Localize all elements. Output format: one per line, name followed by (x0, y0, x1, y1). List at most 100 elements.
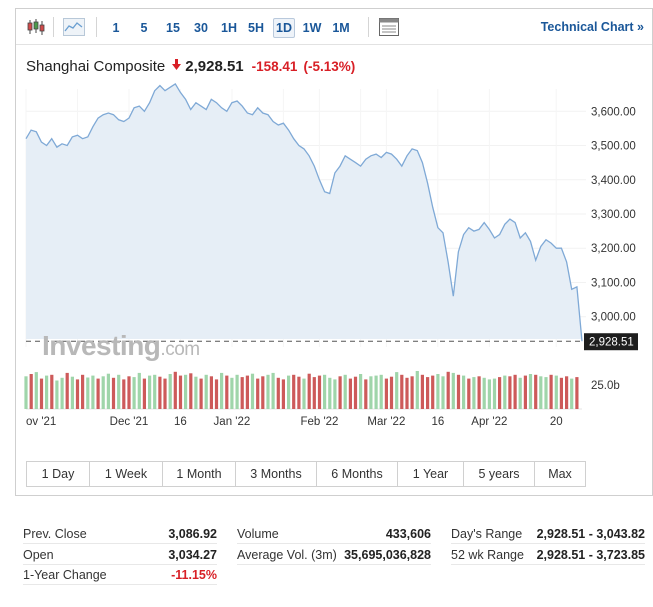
volume-bar (50, 374, 54, 409)
interval-1m[interactable]: 1M (332, 21, 350, 35)
volume-bar (250, 373, 255, 409)
volume-bar (487, 379, 491, 409)
chart-toolbar: 1 5 15 30 1H 5H 1D 1W 1M Technical Chart… (16, 9, 652, 45)
volume-bar (410, 376, 414, 409)
volume-bar (117, 374, 121, 409)
volume-bar (503, 375, 507, 409)
stat-value: 433,606 (385, 527, 431, 541)
volume-bar (472, 377, 476, 409)
range-5-years[interactable]: 5 years (464, 462, 535, 486)
stat-label: Day's Range (451, 527, 523, 541)
volume-bar (209, 376, 213, 409)
volume-bar (312, 377, 316, 409)
y-tick-label: 3,200.00 (591, 243, 636, 255)
volume-bar (173, 371, 177, 409)
volume-bar (523, 375, 527, 409)
y-tick-label: 3,600.00 (591, 106, 636, 118)
volume-bar (184, 374, 188, 409)
volume-bar (513, 374, 517, 409)
interval-15[interactable]: 15 (166, 21, 180, 35)
interval-1h[interactable]: 1H (221, 21, 237, 35)
stat-days-range: Day's Range 2,928.51 - 3,043.82 (451, 525, 645, 544)
volume-bar (240, 377, 244, 409)
toolbar-divider (53, 17, 54, 37)
volume-bar (158, 376, 162, 409)
volume-bar (101, 376, 105, 409)
instrument-name: Shanghai Composite (26, 57, 166, 75)
watermark-logo: Investing.com (42, 330, 200, 361)
table-view-icon[interactable] (378, 16, 400, 38)
volume-bar (400, 374, 404, 409)
stat-label: Open (23, 548, 54, 562)
volume-bar (199, 378, 203, 409)
interval-5[interactable]: 5 (140, 21, 148, 35)
volume-bar (235, 374, 239, 409)
stat-volume: Volume 433,606 (237, 525, 431, 544)
x-tick-label: 20 (550, 416, 563, 428)
volume-bar (544, 377, 548, 409)
price-chart[interactable]: 3,600.00 3,500.00 3,400.00 3,300.00 3,200.00… (16, 9, 652, 449)
volume-bar (549, 374, 553, 409)
volume-bar (91, 375, 95, 409)
interval-30[interactable]: 30 (194, 21, 208, 35)
down-arrow-icon (172, 57, 182, 75)
price-change-percent: (-5.13%) (303, 58, 356, 74)
volume-bar (24, 376, 28, 409)
volume-bar (276, 377, 280, 409)
volume-axis-label: 25.0b (591, 380, 620, 392)
volume-bar (256, 378, 260, 409)
range-6-months[interactable]: 6 Months (317, 462, 398, 486)
quote-header: Shanghai Composite 2,928.51 -158.41 (-5.… (26, 56, 355, 76)
volume-bar (297, 376, 301, 409)
area-chart-icon[interactable] (62, 16, 86, 38)
toolbar-divider (96, 17, 97, 37)
stat-value: 2,928.51 - 3,723.85 (536, 548, 645, 562)
volume-bar (426, 377, 430, 409)
last-price: 2,928.51 (185, 57, 244, 75)
stat-label: 52 wk Range (451, 548, 524, 562)
volume-bar (75, 379, 80, 409)
price-line (25, 82, 583, 342)
toolbar-divider (368, 17, 369, 37)
stat-value: -11.15% (171, 568, 217, 582)
volume-bar (39, 378, 44, 409)
chart-panel: 1 5 15 30 1H 5H 1D 1W 1M Technical Chart… (15, 8, 653, 496)
x-tick-label: Jan '22 (214, 416, 251, 428)
candlestick-icon[interactable] (25, 16, 47, 38)
volume-bar (96, 378, 100, 409)
volume-bar (338, 376, 342, 409)
volume-bar (261, 376, 265, 409)
range-max[interactable]: Max (535, 462, 585, 486)
range-1-day[interactable]: 1 Day (27, 462, 90, 486)
volume-bar (477, 376, 481, 409)
volume-bar (559, 377, 563, 409)
price-area (26, 83, 582, 342)
volume-bar (106, 373, 110, 409)
range-1-year[interactable]: 1 Year (398, 462, 464, 486)
volume-bar (45, 375, 49, 409)
volume-bar (323, 374, 327, 409)
volume-bar (168, 374, 172, 409)
range-1-month[interactable]: 1 Month (163, 462, 236, 486)
y-tick-label: 3,500.00 (591, 141, 636, 153)
volume-bar (132, 377, 136, 409)
interval-1w[interactable]: 1W (302, 21, 322, 35)
technical-chart-link[interactable]: Technical Chart » (540, 20, 644, 34)
range-1-week[interactable]: 1 Week (90, 462, 163, 486)
stat-prev-close: Prev. Close 3,086.92 (23, 525, 217, 544)
volume-bar (302, 378, 306, 409)
interval-5h[interactable]: 5H (248, 21, 264, 35)
volume-bar (528, 374, 533, 409)
volume-bar (384, 378, 388, 409)
volume-bar (389, 376, 394, 409)
interval-1[interactable]: 1 (112, 21, 120, 35)
interval-1d[interactable]: 1D (273, 18, 295, 38)
x-tick-label: 16 (431, 416, 444, 428)
stat-value: 3,086.92 (168, 527, 217, 541)
volume-bar (364, 379, 368, 409)
volume-bar (575, 377, 579, 409)
range-3-months[interactable]: 3 Months (236, 462, 317, 486)
volume-bar (328, 377, 332, 409)
volume-bar (415, 371, 419, 409)
volume-bar (456, 374, 461, 409)
